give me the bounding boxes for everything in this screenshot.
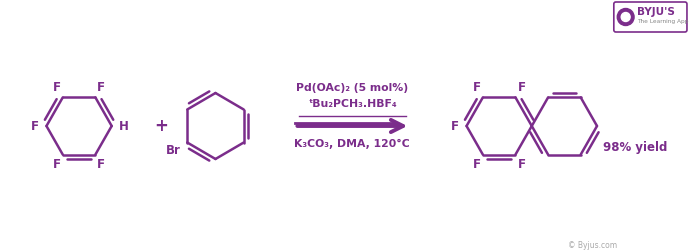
Text: F: F — [52, 81, 61, 93]
Circle shape — [621, 13, 630, 21]
Text: K₃CO₃, DMA, 120°C: K₃CO₃, DMA, 120°C — [295, 139, 410, 149]
Text: The Learning App: The Learning App — [636, 18, 688, 23]
Text: F: F — [517, 159, 526, 171]
Circle shape — [617, 9, 634, 25]
Text: F: F — [473, 81, 481, 93]
Text: F: F — [97, 81, 105, 93]
Text: H: H — [118, 119, 129, 133]
Text: BYJU'S: BYJU'S — [636, 7, 674, 17]
Text: F: F — [97, 159, 105, 171]
Text: F: F — [451, 119, 458, 133]
Text: © Byjus.com: © Byjus.com — [568, 240, 617, 249]
Text: Br: Br — [166, 144, 181, 157]
Text: Pd(OAc)₂ (5 mol%): Pd(OAc)₂ (5 mol%) — [296, 83, 408, 93]
Text: F: F — [31, 119, 38, 133]
Text: F: F — [52, 159, 61, 171]
FancyBboxPatch shape — [614, 2, 687, 32]
Text: F: F — [473, 159, 481, 171]
Text: F: F — [517, 81, 526, 93]
Text: +: + — [154, 117, 168, 135]
Text: 98% yield: 98% yield — [603, 142, 667, 154]
Text: ᵗBu₂PCH₃.HBF₄: ᵗBu₂PCH₃.HBF₄ — [308, 99, 397, 109]
